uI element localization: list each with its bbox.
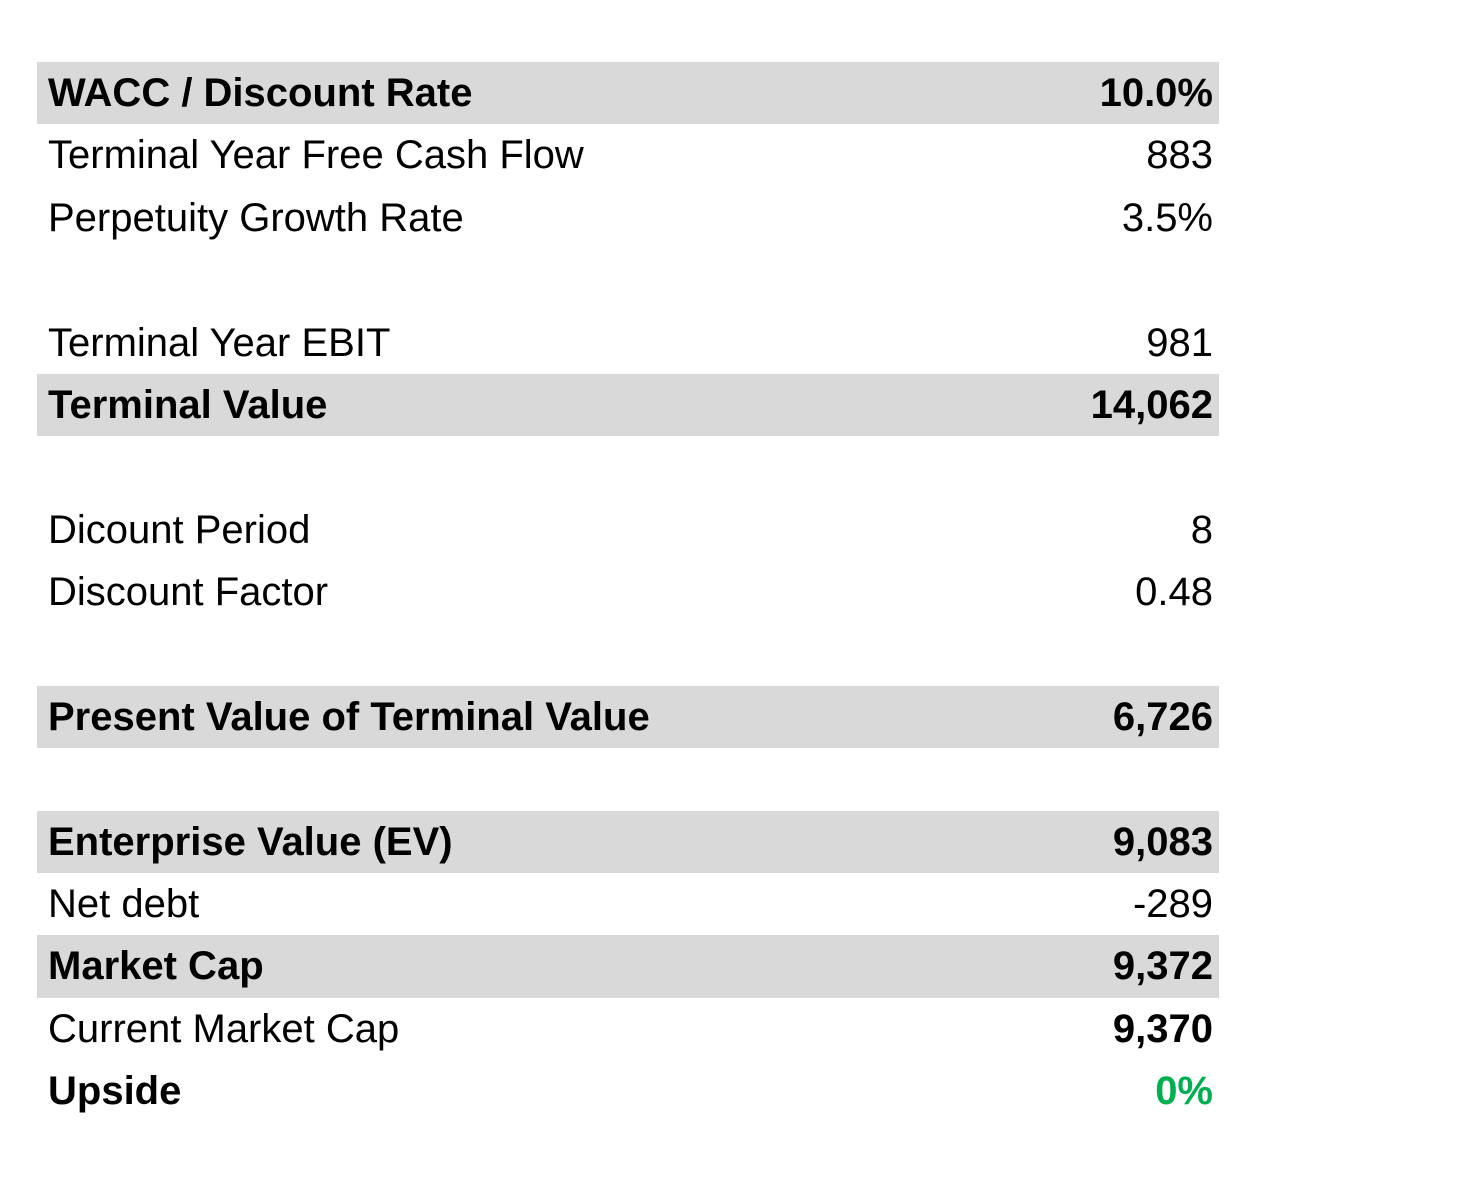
row-enterprise-value: Enterprise Value (EV) 9,083 xyxy=(37,810,1219,874)
row-upside: Upside 0% xyxy=(37,1060,1219,1122)
current-market-cap-label: Current Market Cap xyxy=(48,1006,400,1051)
perpetuity-growth-label: Perpetuity Growth Rate xyxy=(48,195,464,240)
row-discount-period: Dicount Period 8 xyxy=(37,499,1219,561)
row-net-debt: Net debt -289 xyxy=(37,873,1219,935)
row-perpetuity-growth: Perpetuity Growth Rate 3.5% xyxy=(37,187,1219,249)
perpetuity-growth-value: 3.5% xyxy=(1121,195,1213,240)
row-spacer xyxy=(37,748,1219,810)
row-discount-factor: Discount Factor 0.48 xyxy=(37,561,1219,623)
upside-label: Upside xyxy=(48,1069,182,1114)
row-spacer xyxy=(37,249,1219,311)
row-wacc: WACC / Discount Rate 10.0% xyxy=(37,62,1219,125)
discount-factor-label: Discount Factor xyxy=(48,570,329,615)
terminal-ebit-label: Terminal Year EBIT xyxy=(48,320,391,365)
row-market-cap: Market Cap 9,372 xyxy=(37,935,1219,998)
row-spacer xyxy=(37,624,1219,686)
terminal-ebit-value: 981 xyxy=(1146,320,1213,365)
row-pv-terminal-value: Present Value of Terminal Value 6,726 xyxy=(37,685,1219,749)
terminal-fcf-value: 883 xyxy=(1146,133,1213,178)
row-terminal-fcf: Terminal Year Free Cash Flow 883 xyxy=(37,124,1219,186)
net-debt-value: -289 xyxy=(1132,882,1213,927)
enterprise-value-value: 9,083 xyxy=(1112,819,1213,864)
wacc-value: 10.0% xyxy=(1099,71,1213,115)
market-cap-label: Market Cap xyxy=(48,944,264,989)
pv-terminal-value-value: 6,726 xyxy=(1112,694,1213,739)
row-terminal-ebit: Terminal Year EBIT 981 xyxy=(37,312,1219,374)
discount-factor-value: 0.48 xyxy=(1135,570,1213,615)
discount-period-value: 8 xyxy=(1190,507,1213,552)
discount-period-label: Dicount Period xyxy=(48,507,311,552)
pv-terminal-value-label: Present Value of Terminal Value xyxy=(48,694,650,739)
terminal-fcf-label: Terminal Year Free Cash Flow xyxy=(48,133,584,178)
enterprise-value-label: Enterprise Value (EV) xyxy=(48,819,453,864)
row-current-market-cap: Current Market Cap 9,370 xyxy=(37,998,1219,1060)
terminal-value-value: 14,062 xyxy=(1090,382,1213,427)
market-cap-value: 9,372 xyxy=(1112,944,1213,989)
row-spacer xyxy=(37,436,1219,498)
wacc-label: WACC / Discount Rate xyxy=(48,71,473,115)
net-debt-label: Net debt xyxy=(48,882,200,927)
terminal-value-label: Terminal Value xyxy=(48,382,328,427)
upside-value: 0% xyxy=(1155,1069,1213,1114)
current-market-cap-value: 9,370 xyxy=(1112,1006,1213,1051)
valuation-table: WACC / Discount Rate 10.0% Terminal Year… xyxy=(37,62,1219,1123)
row-terminal-value: Terminal Value 14,062 xyxy=(37,373,1219,437)
